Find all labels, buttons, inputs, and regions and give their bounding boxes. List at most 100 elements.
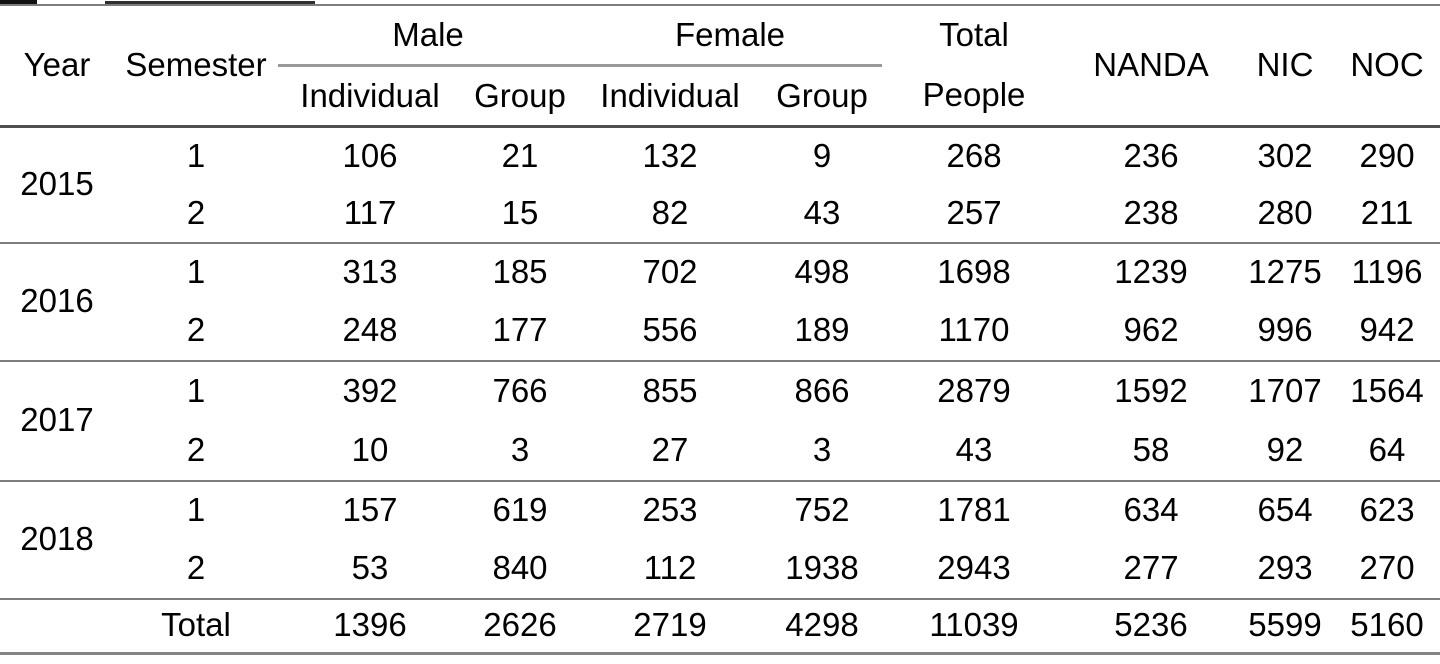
col-header-female-group: Group (776, 76, 868, 114)
data-cell: 1170 (938, 311, 1010, 349)
col-header-semester: Semester (125, 46, 267, 84)
semester-cell: 2 (186, 430, 206, 468)
year-group-2017: 2017 1 392 766 855 866 2879 1592 1707 15… (0, 360, 1440, 481)
data-cell: 1592 (1114, 371, 1188, 409)
col-header-noc: NOC (1350, 46, 1424, 84)
data-table: Year Semester Male Female Total People N… (0, 4, 1440, 655)
table-row: 2017 1 392 766 855 866 2879 1592 1707 15… (0, 361, 1440, 437)
data-cell: 27 (651, 430, 689, 468)
col-header-nanda: NANDA (1093, 46, 1209, 84)
data-cell: 293 (1257, 549, 1313, 587)
total-cell: 11039 (929, 606, 1019, 644)
group-header-female: Female (578, 5, 883, 67)
data-cell: 21 (501, 136, 539, 174)
semester-cell: 2 (186, 311, 206, 349)
data-cell: 1698 (937, 253, 1011, 291)
data-cell: 962 (1123, 311, 1179, 349)
data-cell: 752 (794, 491, 850, 529)
data-cell: 211 (1360, 193, 1414, 231)
data-cell: 866 (794, 371, 850, 409)
data-cell: 277 (1123, 549, 1179, 587)
total-cell: 2719 (633, 606, 707, 644)
total-cell: 5160 (1350, 606, 1424, 644)
data-cell: 1196 (1351, 253, 1423, 291)
table-row: 2016 1 313 185 702 498 1698 1239 1275 11… (0, 243, 1440, 318)
data-cell: 942 (1359, 311, 1415, 349)
data-cell: 117 (343, 193, 397, 231)
data-cell: 280 (1257, 193, 1313, 231)
data-cell: 9 (812, 136, 832, 174)
semester-cell: 1 (186, 371, 206, 409)
col-header-year: Year (23, 46, 91, 84)
data-cell: 996 (1257, 311, 1313, 349)
total-cell: 4298 (785, 606, 859, 644)
total-cell: 5236 (1114, 606, 1188, 644)
col-header-female-individual: Individual (600, 76, 740, 114)
total-cell: 2626 (483, 606, 557, 644)
data-cell: 177 (492, 311, 548, 349)
data-cell: 313 (342, 253, 398, 291)
data-cell: 290 (1359, 136, 1415, 174)
total-people-line1: Total (939, 16, 1009, 54)
data-cell: 2879 (937, 371, 1011, 409)
data-cell: 10 (351, 430, 389, 468)
data-cell: 556 (642, 311, 698, 349)
data-cell: 157 (342, 491, 398, 529)
data-cell: 634 (1123, 491, 1179, 529)
col-header-male-individual: Individual (300, 76, 440, 114)
data-cell: 238 (1123, 193, 1179, 231)
year-cell: 2018 (20, 520, 94, 558)
data-cell: 702 (642, 253, 698, 291)
data-cell: 619 (492, 491, 548, 529)
semester-cell: 1 (186, 253, 206, 291)
data-cell: 1239 (1114, 253, 1188, 291)
year-group-2016: 2016 1 313 185 702 498 1698 1239 1275 11… (0, 242, 1440, 361)
data-cell: 3 (510, 430, 530, 468)
data-cell: 268 (946, 136, 1002, 174)
data-cell: 185 (492, 253, 548, 291)
total-row-group: Total 1396 2626 2719 4298 11039 5236 559… (0, 598, 1440, 654)
total-cell: 5599 (1248, 606, 1322, 644)
data-cell: 2943 (937, 549, 1011, 587)
header-row-groups: Year Semester Male Female Total People N… (0, 5, 1440, 112)
table-row: 2 53 840 112 1938 2943 277 293 270 (0, 540, 1440, 599)
semester-cell: 2 (186, 193, 206, 231)
year-cell: 2016 (20, 282, 94, 320)
table-row: 2 117 15 82 43 257 238 280 211 (0, 185, 1440, 243)
semester-cell: 1 (186, 491, 206, 529)
data-cell: 855 (642, 371, 698, 409)
semester-cell: 1 (186, 136, 206, 174)
data-cell: 53 (351, 549, 389, 587)
table-header: Year Semester Male Female Total People N… (0, 5, 1440, 127)
col-header-total-people: Total People (882, 5, 1066, 127)
data-cell: 654 (1257, 491, 1313, 529)
empty-cell (0, 599, 114, 654)
col-header-nic: NIC (1256, 46, 1314, 84)
data-cell: 112 (643, 549, 697, 587)
data-cell: 1275 (1248, 253, 1322, 291)
data-cell: 1707 (1248, 371, 1322, 409)
data-cell: 64 (1368, 430, 1406, 468)
data-cell: 257 (946, 193, 1002, 231)
scan-artifact-line-semester (105, 1, 315, 6)
data-cell: 82 (651, 193, 689, 231)
table-row: 2 248 177 556 189 1170 962 996 942 (0, 302, 1440, 361)
data-cell: 498 (794, 253, 850, 291)
table-row: 2018 1 157 619 253 752 1781 634 654 623 (0, 481, 1440, 556)
data-cell: 92 (1266, 430, 1304, 468)
data-cell: 302 (1257, 136, 1313, 174)
data-cell: 15 (501, 193, 539, 231)
year-cell: 2017 (20, 401, 94, 439)
data-cell: 58 (1132, 430, 1170, 468)
data-cell: 106 (342, 136, 398, 174)
header-row-subcolumns: Individual Group Individual Group (0, 66, 1440, 127)
data-cell: 132 (642, 136, 698, 174)
total-row: Total 1396 2626 2719 4298 11039 5236 559… (0, 599, 1440, 654)
semester-cell: 2 (186, 549, 206, 587)
data-cell: 1781 (937, 491, 1011, 529)
year-group-2015: 2015 1 106 21 132 9 268 236 302 290 2 11… (0, 126, 1440, 243)
data-cell: 236 (1123, 136, 1179, 174)
data-cell: 43 (955, 430, 993, 468)
data-cell: 392 (342, 371, 398, 409)
